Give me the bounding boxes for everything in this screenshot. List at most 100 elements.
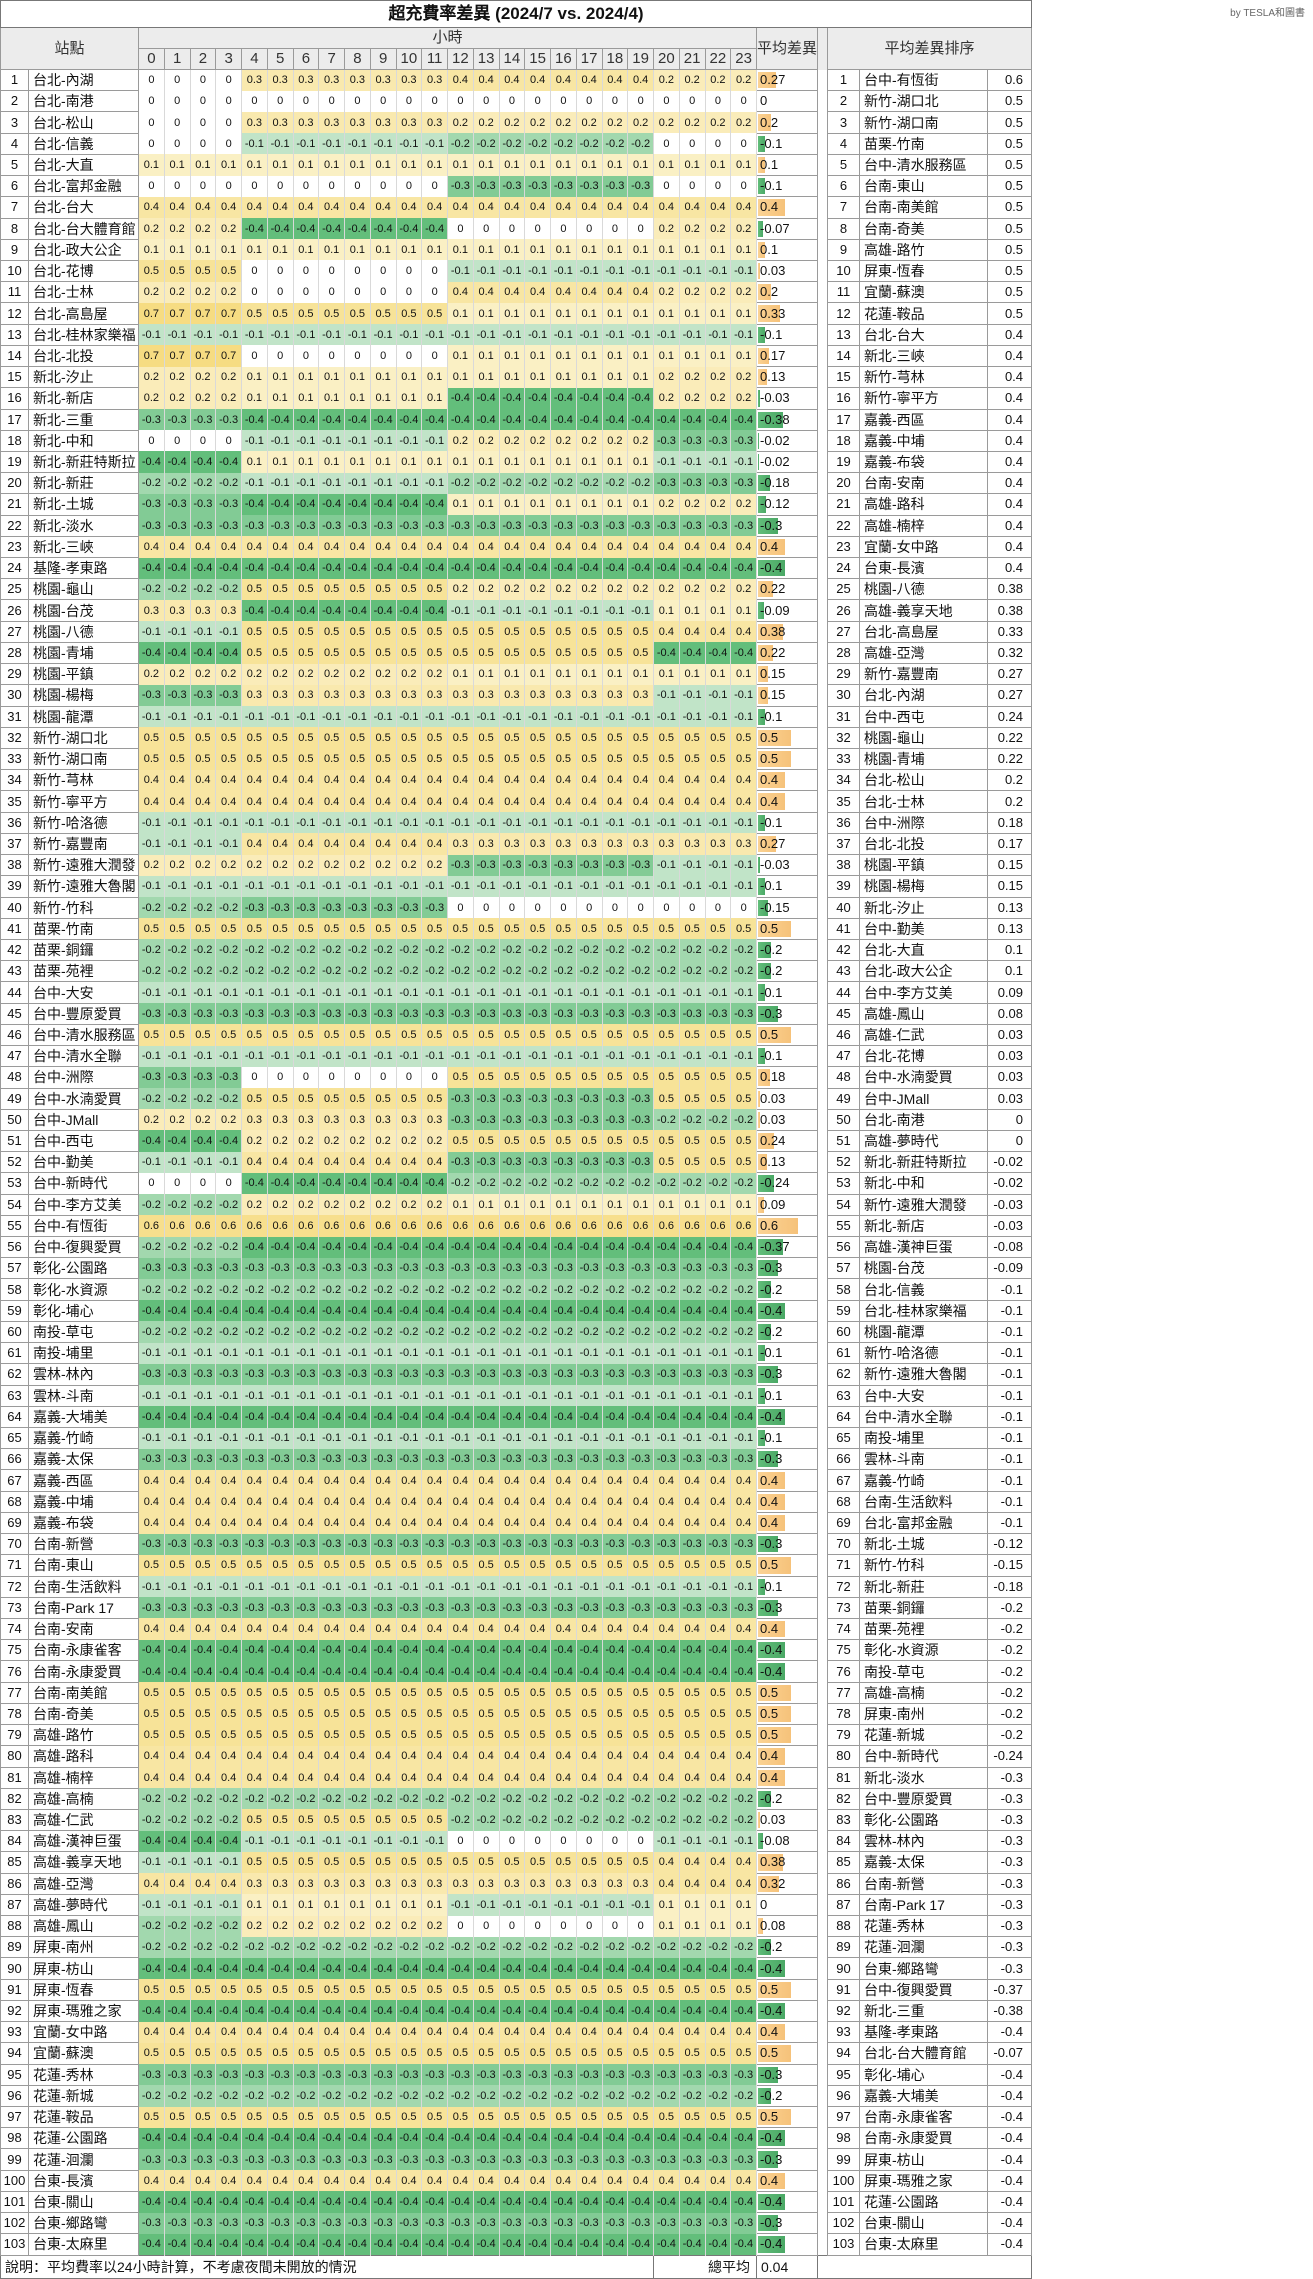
table-row: 16 新北-新店 0.2 0.2 0.2 0.2 0.1 0.1 0.1 0.1 0.1 0.1 0.1…	[0, 387, 1033, 410]
hour-value-cell: 0.4	[550, 536, 577, 558]
hour-value-cell: 0.4	[318, 833, 345, 855]
rank-avg-value: -0.37	[987, 1978, 1033, 2001]
hour-value-cell: 0.5	[653, 1024, 680, 1046]
hour-value-cell: -0.2	[138, 1236, 165, 1258]
station-name: 新竹-竹科	[28, 896, 139, 919]
hour-value-cell: -0.1	[704, 1342, 732, 1364]
hour-value-cell: 0.5	[318, 1979, 345, 2001]
hour-value-cell: 0.5	[292, 578, 320, 600]
hour-value-cell: -0.1	[704, 981, 732, 1004]
table-row: 38 新竹-遠雅大潤發 0.2 0.2 0.2 0.2 0.2 0.2 0.2 0.2 0.2 0.2…	[0, 854, 1033, 877]
hour-value-cell: 0.4	[266, 536, 294, 558]
avg-diff-cell: 0	[755, 90, 819, 113]
hour-value-cell: 0.2	[138, 281, 165, 303]
hour-value-cell: -0.1	[550, 812, 577, 834]
hour-value-cell: -0.2	[215, 960, 242, 982]
hour-value-cell: -0.1	[318, 981, 345, 1004]
hour-value-cell: -0.4	[653, 1406, 680, 1428]
avg-diff-value: 0	[760, 1896, 768, 1912]
hour-value-cell: 0.4	[627, 769, 654, 791]
rank-avg-value: -0.2	[987, 1681, 1033, 1704]
hour-value-cell: -0.2	[730, 1278, 757, 1301]
hour-value-cell: -0.1	[344, 812, 371, 834]
column-gap	[817, 1130, 829, 1152]
table-row: 92 屏東-瑪雅之家 -0.4 -0.4 -0.4 -0.4 -0.4 -0.4 -0.4 -0.…	[0, 1999, 1033, 2023]
hour-value-cell: 0.4	[447, 196, 474, 219]
hour-value-cell: -0.2	[524, 1172, 551, 1195]
hour-value-cell: 0.4	[421, 1491, 448, 1513]
hour-value-cell: -0.4	[292, 218, 320, 240]
column-gap	[817, 1597, 829, 1619]
rank-index: 71	[827, 1554, 861, 1577]
row-index: 61	[0, 1342, 29, 1365]
column-gap	[817, 1448, 829, 1470]
rank-station-name: 花蓮-秀林	[859, 1915, 989, 1938]
hour-value-cell: 0.1	[498, 493, 526, 516]
column-gap	[817, 239, 829, 261]
hour-value-cell: -0.4	[601, 2000, 629, 2022]
hour-value-cell: -0.3	[395, 2064, 423, 2086]
hour-value-cell: 0.4	[344, 1618, 371, 1640]
table-row: 79 高雄-路竹 0.5 0.5 0.5 0.5 0.5 0.5 0.5 0.5 0.5 0.5 0.5…	[0, 1724, 1033, 1747]
hour-value-cell: -0.2	[601, 133, 629, 155]
hour-value-cell: 0	[472, 218, 500, 240]
rank-index: 89	[827, 1936, 861, 1959]
hour-value-cell: -0.1	[163, 621, 191, 643]
hour-value-cell: -0.3	[678, 1448, 706, 1470]
hour-value-cell: -0.3	[678, 2064, 706, 2086]
rank-index: 80	[827, 1745, 861, 1768]
row-index: 52	[0, 1151, 29, 1174]
hour-value-cell: -0.4	[189, 1130, 217, 1152]
hour-value-cell: 0.5	[447, 1682, 474, 1704]
avg-diff-cell: -0.37	[755, 1236, 819, 1259]
hour-value-cell: 0.4	[241, 769, 268, 791]
hour-value-cell: -0.3	[138, 2064, 165, 2086]
hour-value-cell: -0.2	[189, 1088, 217, 1110]
hour-value-cell: 0.2	[421, 1915, 448, 1937]
hour-value-cell: -0.4	[369, 2000, 397, 2022]
hour-value-cell: -0.1	[550, 981, 577, 1004]
hour-value-cell: 0.3	[447, 833, 474, 855]
avg-diff-header: 平均差異	[755, 27, 819, 70]
row-index: 102	[0, 2212, 29, 2235]
hour-value-cell: 0.4	[266, 1767, 294, 1789]
hour-value-cell: -0.1	[266, 981, 294, 1004]
rank-index: 41	[827, 917, 861, 940]
rank-station-name: 苗栗-銅鑼	[859, 1596, 989, 1619]
hour-value-cell: -0.3	[138, 1003, 165, 1025]
column-gap	[817, 1979, 829, 2001]
hour-value-cell: -0.4	[266, 1957, 294, 1980]
hour-value-cell: 0.5	[395, 1809, 423, 1831]
hour-value-cell: 0.5	[369, 578, 397, 600]
hour-value-cell: -0.3	[730, 1363, 757, 1386]
hour-value-cell: 0.4	[138, 1491, 165, 1513]
avg-diff-value: 0.4	[760, 2172, 779, 2188]
hour-value-cell: -0.1	[550, 1045, 577, 1067]
column-gap	[817, 748, 829, 770]
rank-station-name: 台東-太麻里	[859, 2233, 989, 2256]
hour-value-cell: 0.5	[704, 1151, 732, 1173]
hour-value-cell: 0.5	[498, 1724, 526, 1746]
hour-value-cell: -0.1	[241, 706, 268, 728]
hour-value-cell: 0.5	[344, 642, 371, 664]
hour-value-cell: -0.1	[266, 1576, 294, 1598]
hour-value-cell: 0.2	[266, 663, 294, 685]
avg-diff-cell: -0.1	[755, 175, 819, 198]
hour-value-cell: 0.4	[421, 833, 448, 855]
hour-value-cell: 0.2	[344, 1194, 371, 1216]
hour-value-cell: -0.1	[292, 706, 320, 728]
hour-value-cell: -0.1	[730, 981, 757, 1004]
hour-value-cell: 0.1	[318, 239, 345, 261]
hour-value-cell: -0.4	[730, 2233, 757, 2256]
hour-value-cell: 0.2	[550, 578, 577, 600]
hour-value-cell: 0.6	[601, 1215, 629, 1237]
hour-value-cell: -0.4	[447, 1660, 474, 1683]
avg-diff-bar	[758, 1323, 772, 1341]
hour-value-cell: 0.4	[472, 1745, 500, 1767]
hour-value-cell: 0.2	[498, 111, 526, 134]
hour-value-cell: -0.3	[318, 1533, 345, 1555]
avg-diff-value: -0.1	[760, 135, 783, 151]
table-row: 55 台中-有恆街 0.6 0.6 0.6 0.6 0.6 0.6 0.6 0.6 0.6 0.6 0.…	[0, 1214, 1033, 1238]
rank-station-name: 新北-淡水	[859, 1766, 989, 1789]
hour-value-cell: 0.4	[189, 1491, 217, 1513]
